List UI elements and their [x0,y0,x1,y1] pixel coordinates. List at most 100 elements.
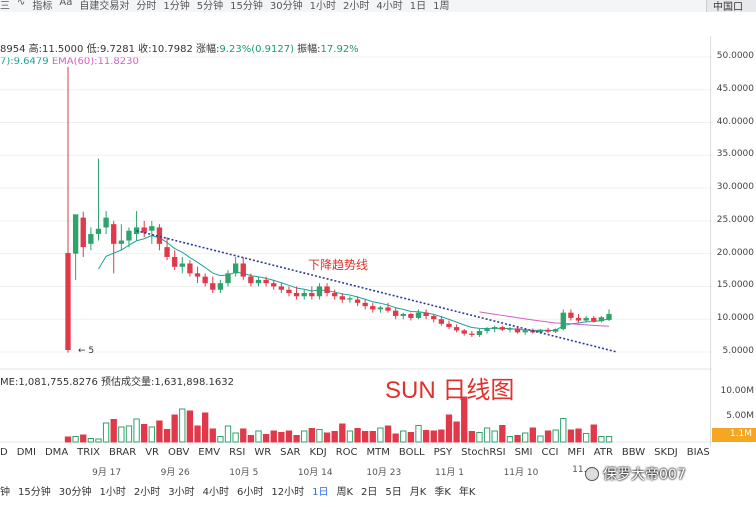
timeframe-tab[interactable]: 2小时 [133,487,161,498]
indicator-tab-psy[interactable]: PSY [433,447,453,458]
candle-body [560,312,566,330]
indicator-tab-bias[interactable]: BIAS [686,447,710,458]
toolbar-item[interactable]: 5分钟 [196,1,224,12]
toolbar-item[interactable]: 30分钟 [269,1,303,12]
timeframe-tab[interactable]: 年K [458,487,476,498]
candle-body [172,256,178,267]
indicator-tab-atr[interactable]: ATR [593,447,613,458]
indicator-tab-skdj[interactable]: SKDJ [654,447,678,458]
timeframe-tab[interactable]: 12小时 [271,487,305,498]
candle-body [575,317,582,321]
indicator-tab-kdj[interactable]: KDJ [309,447,327,458]
volume-bar [72,436,79,443]
volume-bar [217,436,224,443]
candle-body [141,227,147,233]
date-tick-label: 11月 1 [434,468,465,478]
candle-body [408,313,414,318]
candle-body [263,279,269,284]
top-toolbar: 三 ∿ 指标 Aa 自建交易对 分时 1分钟 5分钟 15分钟 30分钟 1小时 2小时 4小时 1日 1周… [0,0,756,12]
price-axis: 50.0000 45.0000 40.0000 35.0000 30.0000 25.00… [710,36,756,446]
toolbar-item[interactable]: 15分钟 [230,1,263,12]
toolbar-right-button[interactable]: 中国口 [706,0,756,12]
timeframe-tab[interactable]: 4小时 [202,487,229,498]
indicator-tab-obv[interactable]: OBV [168,447,190,458]
candle-body [400,313,406,316]
indicator-tab-bbw[interactable]: BBW [621,447,646,458]
indicator-tab-mtm[interactable]: MTM [366,447,390,458]
volume-value: ME:1,081,755.8276 [0,377,98,388]
candle-body [232,263,239,274]
toolbar-item[interactable]: 1小时 [309,1,336,12]
indicator-tab-brar[interactable]: BRAR [109,447,137,458]
indicator-tab-stochrsi[interactable]: StochRSI [461,447,506,458]
candle-body [568,312,574,318]
volume-bar [346,430,354,443]
indicator-tab-wr[interactable]: WR [254,447,272,458]
volume-bar [430,430,437,443]
candle-body [80,217,86,248]
toolbar-item[interactable]: 三 [0,1,10,12]
candle-body [476,331,483,335]
candle-body [492,327,498,330]
volume-bar [582,433,590,443]
candle-body [453,327,460,331]
indicator-tab-trix[interactable]: TRIX [77,447,101,458]
toolbar-item[interactable]: 2小时 [342,1,370,12]
ema-info: 7):9.6479 EMA(60):11.8230 [0,56,139,67]
timeframe-tab[interactable]: 30分钟 [58,487,92,498]
volume-bar [522,432,529,443]
timeframe-tab[interactable]: 6小时 [236,487,264,498]
price-tick-label: 45.0000 [716,83,754,94]
candle-body [271,283,277,287]
timeframe-tab[interactable]: 1日 [312,487,329,498]
timeframe-tab[interactable]: 5日 [385,487,402,498]
indicator-tab-cci[interactable]: CCI [541,447,559,458]
toolbar-item[interactable]: ∿ [17,0,26,8]
indicator-tab-rsi[interactable]: RSI [229,447,246,458]
indicator-tab-emv[interactable]: EMV [198,447,221,458]
timeframe-tab[interactable]: 2日 [361,487,378,498]
toolbar-item[interactable]: 1日 [409,1,427,12]
volume-bar [476,432,483,443]
volume-bar [171,414,178,443]
indicator-tab-smi[interactable]: SMI [514,447,533,458]
price-tick-label: 10.0000 [716,313,754,324]
toolbar-item[interactable]: 指标 [32,1,53,12]
indicator-tab-boll[interactable]: BOLL [398,447,425,458]
candle-body [347,298,353,300]
volume-bar [80,434,87,443]
indicator-tab-mfi[interactable]: MFI [567,447,585,458]
volume-bar [156,420,163,443]
toolbar-item[interactable]: 自建交易对 [79,1,130,12]
date-tick-label: 11月 10 [503,468,539,478]
volume-bar [377,427,384,443]
toolbar-item[interactable]: 4小时 [376,1,403,12]
timeframe-tab[interactable]: 1小时 [99,487,126,498]
timeframe-tab[interactable]: 季K [434,487,451,498]
volume-bar [102,422,110,443]
price-chart[interactable] [0,36,712,446]
indicator-tab-dma[interactable]: DMA [44,447,69,458]
candle-body [431,315,437,320]
timeframe-tab[interactable]: 月K [409,487,427,498]
timeframe-tab[interactable]: 周K [336,487,354,498]
indicator-tab-d[interactable]: D [0,447,8,458]
volume-bar [64,436,72,443]
open-value: 8954 [0,44,26,55]
price-tick-label: 50.0000 [716,51,754,61]
indicator-tab-dmi[interactable]: DMI [16,447,36,458]
timeframe-tab[interactable]: 15分钟 [18,487,51,498]
indicator-tab-vr[interactable]: VR [145,447,160,458]
timeframe-tab[interactable]: 钟 [0,487,10,498]
toolbar-item[interactable]: 分时 [136,1,157,12]
indicator-tab-roc[interactable]: ROC [335,447,358,458]
timeframe-tab[interactable]: 3小时 [168,487,195,498]
toolbar-item[interactable]: Aa [59,0,73,8]
candle-body [248,276,254,284]
price-tick-label: 35.0000 [716,149,754,160]
candle-body [255,279,262,284]
candle-body [469,333,475,335]
indicator-tab-sar[interactable]: SAR [280,447,301,458]
toolbar-item[interactable]: 1周 [433,1,450,12]
toolbar-item[interactable]: 1分钟 [163,1,190,12]
